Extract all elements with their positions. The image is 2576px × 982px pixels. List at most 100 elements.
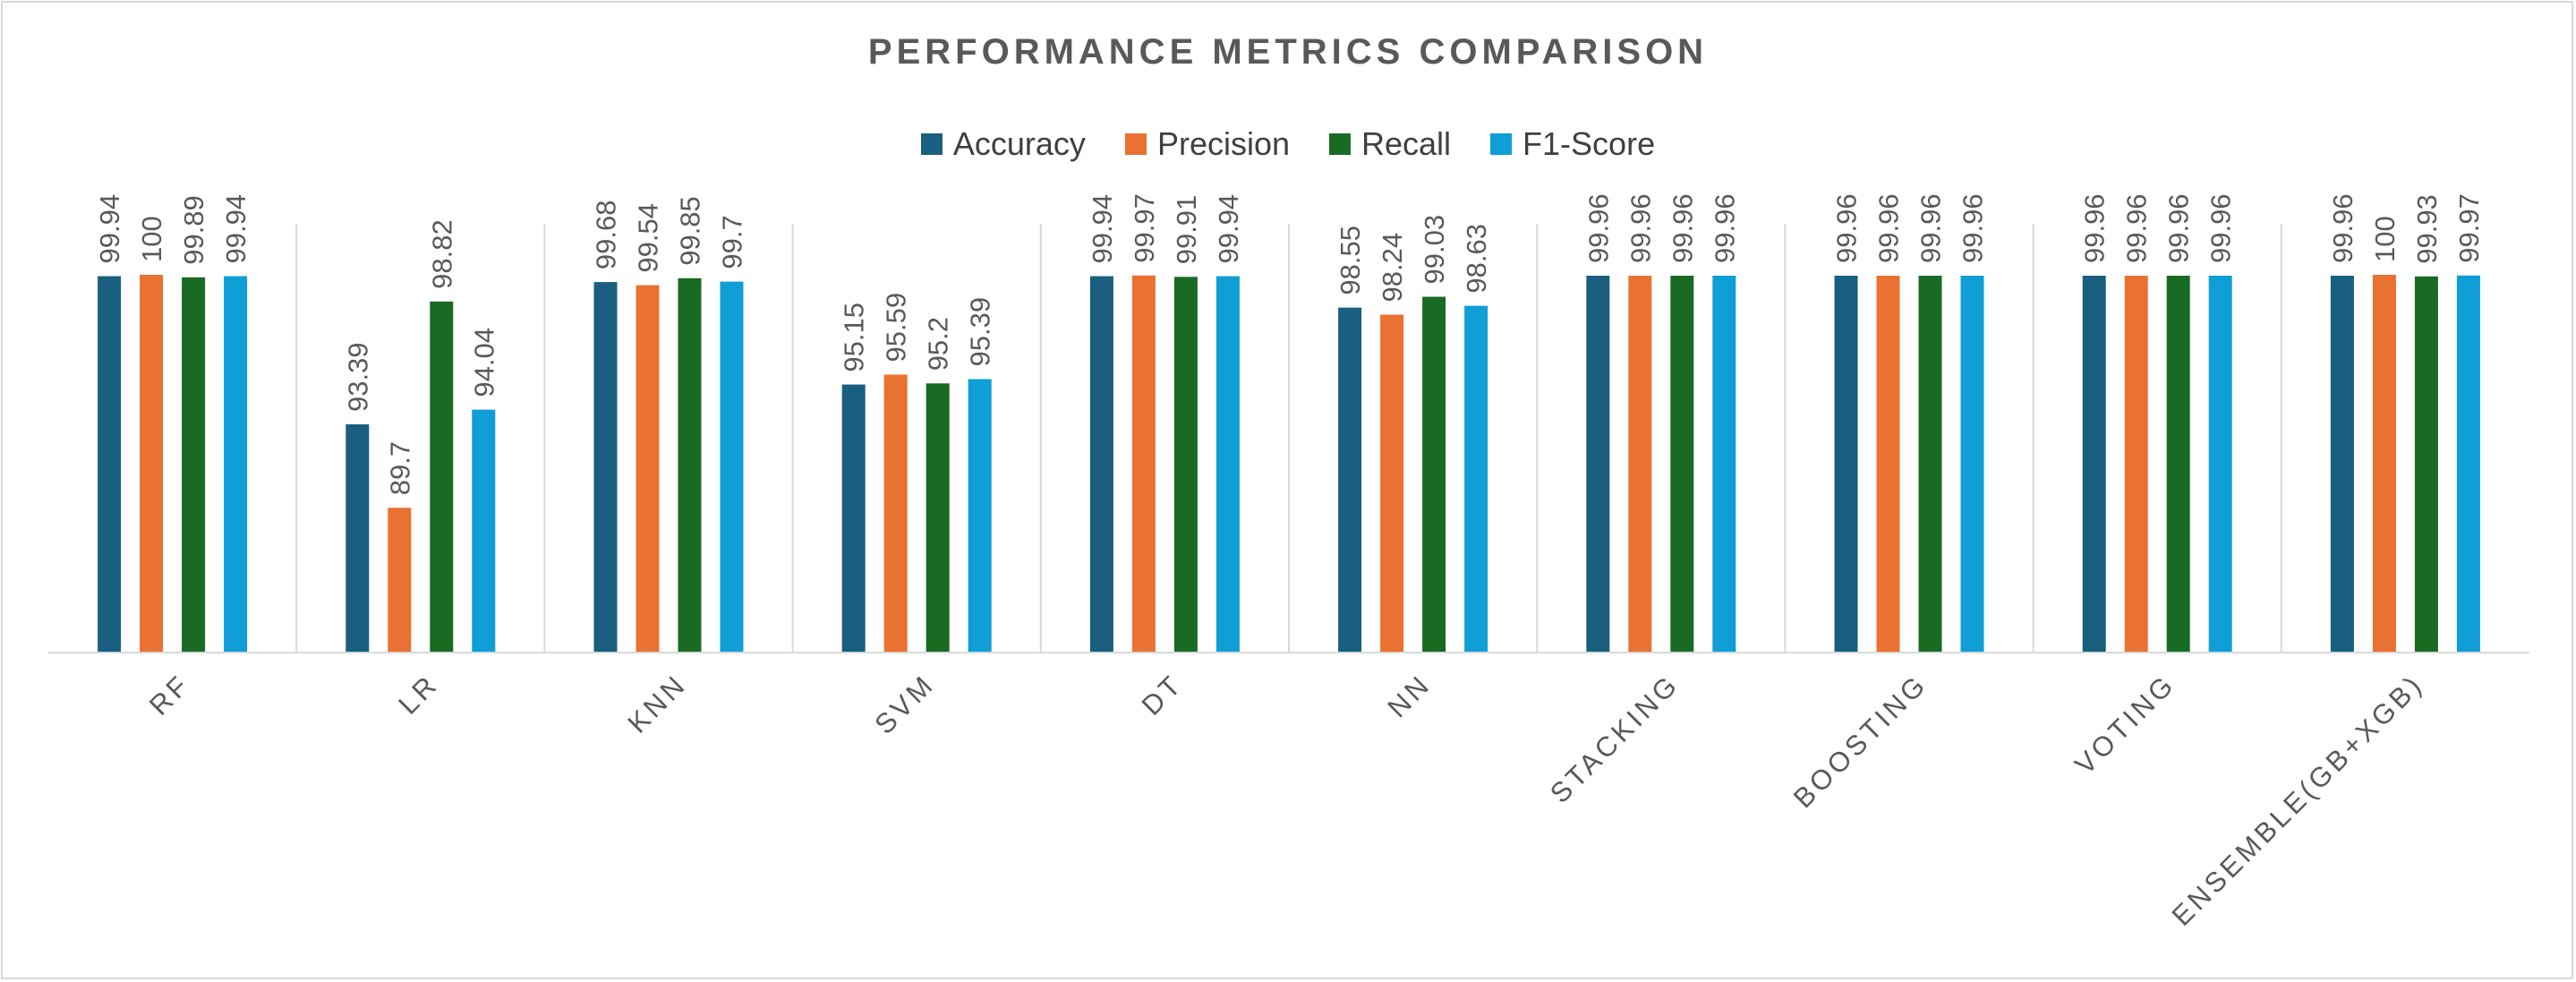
data-label: 99.7: [717, 215, 748, 269]
data-label: 98.63: [1461, 224, 1492, 294]
category-label: VOTING: [2068, 668, 2181, 781]
data-label: 89.7: [384, 441, 415, 495]
legend-label: Recall: [1361, 125, 1452, 162]
bar-ensemble-gb-xgb--accuracy: [2330, 276, 2354, 653]
data-label: 99.97: [1129, 193, 1160, 263]
bar-svm-accuracy: [841, 384, 866, 653]
data-label: 99.96: [2079, 193, 2111, 263]
bar-svm-recall: [925, 383, 950, 653]
bar-boosting-recall: [1918, 276, 1942, 653]
data-label: 99.96: [2121, 193, 2153, 263]
bar-rf-recall: [182, 277, 206, 653]
legend-item-precision: Precision: [1124, 125, 1290, 163]
data-label: 95.2: [923, 317, 954, 371]
bar-ensemble-gb-xgb--f1-score: [2456, 275, 2480, 653]
bar-boosting-accuracy: [1834, 276, 1858, 653]
bar-voting-accuracy: [2082, 276, 2106, 653]
legend-item-accuracy: Accuracy: [920, 125, 1086, 163]
bar-voting-f1-score: [2208, 276, 2232, 653]
bar-lr-precision: [388, 508, 412, 653]
bar-rf-accuracy: [98, 276, 122, 653]
data-label: 99.96: [1915, 193, 1947, 263]
data-label: 100: [2369, 216, 2401, 262]
bar-stacking-precision: [1628, 276, 1652, 653]
data-label: 98.24: [1377, 233, 1408, 303]
bar-dt-f1-score: [1215, 276, 1240, 653]
category-label: SVM: [868, 668, 941, 740]
data-label: 99.96: [1625, 193, 1656, 263]
data-label: 98.82: [426, 219, 457, 289]
data-label: 99.93: [2411, 194, 2443, 264]
bar-nn-f1-score: [1464, 305, 1488, 653]
bar-lr-recall: [430, 301, 454, 653]
legend-label: F1-Score: [1523, 125, 1656, 162]
bar-knn-accuracy: [593, 282, 618, 653]
data-label: 99.03: [1419, 215, 1450, 285]
category-label: ENSEMBLE(GB+XGB): [2166, 668, 2430, 932]
data-label: 100: [136, 216, 167, 262]
bar-knn-precision: [635, 285, 660, 653]
data-label: 99.97: [2453, 193, 2485, 263]
data-label: 95.15: [839, 303, 870, 372]
bar-stacking-recall: [1670, 276, 1694, 653]
data-label: 99.96: [1709, 193, 1740, 263]
category-label: RF: [143, 668, 197, 722]
data-label: 93.39: [342, 342, 373, 412]
data-label: 99.96: [1873, 193, 1905, 263]
data-label: 99.54: [633, 203, 664, 273]
bar-knn-recall: [678, 278, 702, 653]
bar-dt-accuracy: [1089, 276, 1113, 653]
data-label: 99.96: [2163, 193, 2195, 263]
bar-nn-precision: [1380, 314, 1404, 653]
bar-dt-precision: [1131, 275, 1156, 653]
data-label: 99.94: [1087, 194, 1118, 264]
bar-ensemble-gb-xgb--recall: [2414, 276, 2438, 653]
data-label: 95.59: [881, 293, 912, 363]
data-label: 94.04: [468, 328, 499, 397]
bar-rf-f1-score: [224, 276, 248, 653]
category-label: KNN: [621, 668, 693, 739]
legend-item-recall: Recall: [1329, 125, 1451, 163]
data-label: 99.96: [2205, 193, 2237, 263]
legend-item-f1-score: F1-Score: [1490, 125, 1655, 163]
legend-swatch: [1124, 133, 1147, 155]
data-label: 99.89: [178, 195, 209, 265]
category-label: NN: [1381, 668, 1437, 723]
data-label: 99.96: [1667, 193, 1698, 263]
data-label: 99.91: [1171, 195, 1202, 265]
data-label: 99.85: [675, 196, 706, 266]
data-label: 99.96: [2327, 193, 2358, 263]
bar-svm-f1-score: [968, 379, 992, 653]
bar-boosting-f1-score: [1960, 276, 1984, 653]
bar-boosting-precision: [1876, 276, 1900, 653]
bar-nn-recall: [1422, 296, 1446, 653]
bar-knn-f1-score: [720, 281, 744, 653]
category-label: LR: [392, 668, 444, 720]
bar-voting-precision: [2124, 276, 2148, 653]
bar-stacking-f1-score: [1712, 276, 1736, 653]
data-label: 95.39: [965, 297, 996, 367]
data-label: 98.55: [1335, 226, 1366, 295]
data-label: 99.68: [591, 201, 622, 270]
legend-label: Accuracy: [952, 125, 1086, 162]
legend-swatch: [1490, 133, 1513, 155]
data-label: 99.94: [220, 194, 252, 264]
legend-swatch: [920, 133, 943, 155]
data-label: 99.96: [1958, 193, 1989, 263]
data-label: 99.94: [1213, 194, 1244, 264]
category-label: DT: [1136, 668, 1190, 722]
bar-voting-recall: [2166, 276, 2190, 653]
bar-svm-precision: [883, 374, 908, 653]
category-label: STACKING: [1544, 668, 1685, 809]
chart-legend: Accuracy Precision Recall F1-Score: [0, 125, 2576, 163]
bar-ensemble-gb-xgb--precision: [2372, 275, 2396, 653]
category-label: BOOSTING: [1787, 668, 1933, 814]
data-label: 99.96: [1582, 193, 1614, 263]
bar-rf-precision: [140, 275, 164, 653]
bar-lr-f1-score: [472, 409, 496, 653]
legend-label: Precision: [1156, 125, 1290, 162]
chart-title: PERFORMANCE METRICS COMPARISON: [867, 32, 1709, 72]
bar-stacking-accuracy: [1586, 276, 1610, 653]
